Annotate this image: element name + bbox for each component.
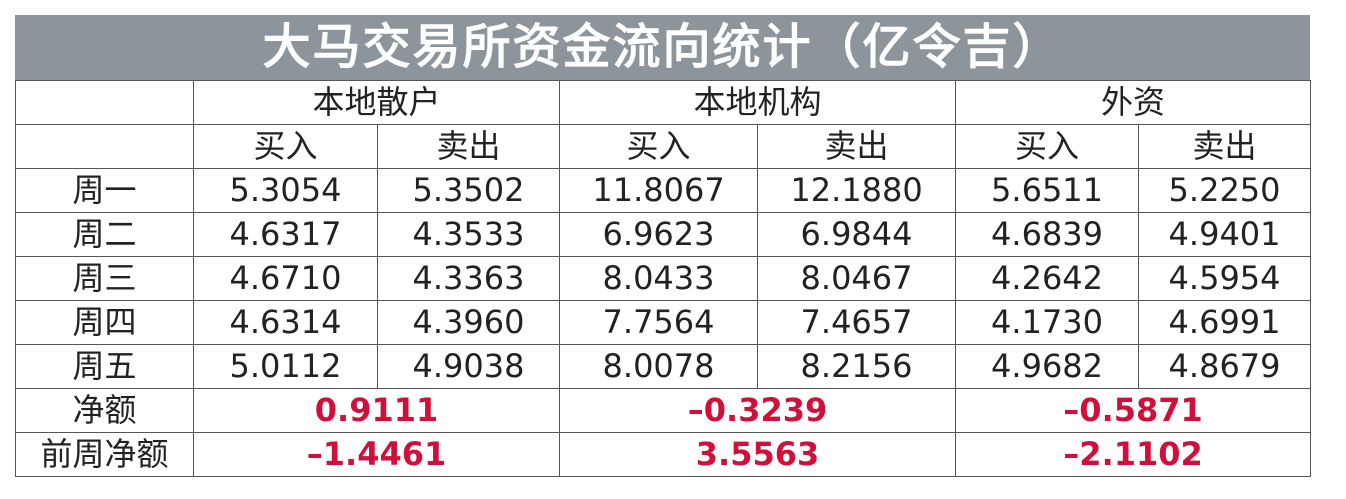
table-row: 前周净额 –1.4461 3.5563 –2.1102: [15, 432, 1312, 477]
table-row: 周三 4.6710 4.3363 8.0433 8.0467 4.2642 4.5954: [15, 256, 1312, 301]
empty-cell: [15, 80, 194, 125]
table-row: 周一 5.3054 5.3502 11.8067 12.1880 5.6511 5.2250: [15, 168, 1312, 213]
net-value: –0.5871: [955, 388, 1312, 433]
flow-table: 本地散户 本地机构 外资 买入 卖出 买入 卖出 买入 卖出 周一 5.3054 5.3502 11.8…: [15, 80, 1312, 477]
value-cell: 4.5954: [1138, 256, 1312, 301]
value-cell: 4.6839: [955, 212, 1140, 257]
table-body: 本地散户 本地机构 外资 买入 卖出 买入 卖出 买入 卖出 周一 5.3054 5.3502 11.8…: [15, 80, 1312, 477]
net-value: –1.4461: [192, 432, 561, 477]
value-cell: 6.9844: [757, 212, 957, 257]
sub-header: 买入: [193, 124, 378, 169]
sub-header: 卖出: [757, 124, 957, 169]
value-cell: 5.0112: [193, 344, 378, 389]
value-cell: 5.3054: [193, 168, 378, 213]
value-cell: 8.0433: [559, 256, 759, 301]
net-value: –2.1102: [955, 432, 1312, 477]
group-header: 外资: [955, 80, 1312, 125]
empty-cell: [15, 124, 194, 169]
value-cell: 4.6314: [193, 300, 378, 345]
value-cell: 8.0078: [559, 344, 759, 389]
value-cell: 4.2642: [955, 256, 1140, 301]
table-row: 买入 卖出 买入 卖出 买入 卖出: [15, 124, 1312, 169]
value-cell: 5.3502: [376, 168, 561, 213]
value-cell: 4.9682: [955, 344, 1140, 389]
value-cell: 4.3363: [376, 256, 561, 301]
value-cell: 11.8067: [559, 168, 759, 213]
group-header: 本地散户: [192, 80, 561, 125]
row-label: 周五: [15, 344, 194, 389]
table-row: 本地散户 本地机构 外资: [15, 80, 1312, 125]
net-value: –0.3239: [559, 388, 957, 433]
value-cell: 7.7564: [559, 300, 759, 345]
net-value: 0.9111: [192, 388, 561, 433]
value-cell: 5.2250: [1138, 168, 1312, 213]
table-row: 周二 4.6317 4.3533 6.9623 6.9844 4.6839 4.9401: [15, 212, 1312, 257]
value-cell: 6.9623: [559, 212, 759, 257]
value-cell: 4.6710: [193, 256, 378, 301]
table-row: 周四 4.6314 4.3960 7.7564 7.4657 4.1730 4.6991: [15, 300, 1312, 345]
table-row: 净额 0.9111 –0.3239 –0.5871: [15, 388, 1312, 433]
net-value: 3.5563: [559, 432, 957, 477]
row-label: 周四: [15, 300, 194, 345]
table-row: 周五 5.0112 4.9038 8.0078 8.2156 4.9682 4.8679: [15, 344, 1312, 389]
value-cell: 8.0467: [757, 256, 957, 301]
value-cell: 7.4657: [757, 300, 957, 345]
sub-header: 卖出: [1138, 124, 1312, 169]
sub-header: 卖出: [376, 124, 561, 169]
row-label: 周二: [15, 212, 194, 257]
value-cell: 4.9401: [1138, 212, 1312, 257]
value-cell: 4.6317: [193, 212, 378, 257]
value-cell: 5.6511: [955, 168, 1140, 213]
value-cell: 4.1730: [955, 300, 1140, 345]
group-header: 本地机构: [559, 80, 957, 125]
row-label: 前周净额: [15, 432, 194, 477]
title: 大马交易所资金流向统计（亿令吉）: [15, 15, 1310, 80]
value-cell: 4.6991: [1138, 300, 1312, 345]
row-label: 周三: [15, 256, 194, 301]
row-label: 周一: [15, 168, 194, 213]
value-cell: 8.2156: [757, 344, 957, 389]
value-cell: 4.9038: [376, 344, 561, 389]
sub-header: 买入: [559, 124, 759, 169]
row-label: 净额: [15, 388, 194, 433]
value-cell: 4.8679: [1138, 344, 1312, 389]
sub-header: 买入: [955, 124, 1140, 169]
value-cell: 12.1880: [757, 168, 957, 213]
value-cell: 4.3960: [376, 300, 561, 345]
value-cell: 4.3533: [376, 212, 561, 257]
